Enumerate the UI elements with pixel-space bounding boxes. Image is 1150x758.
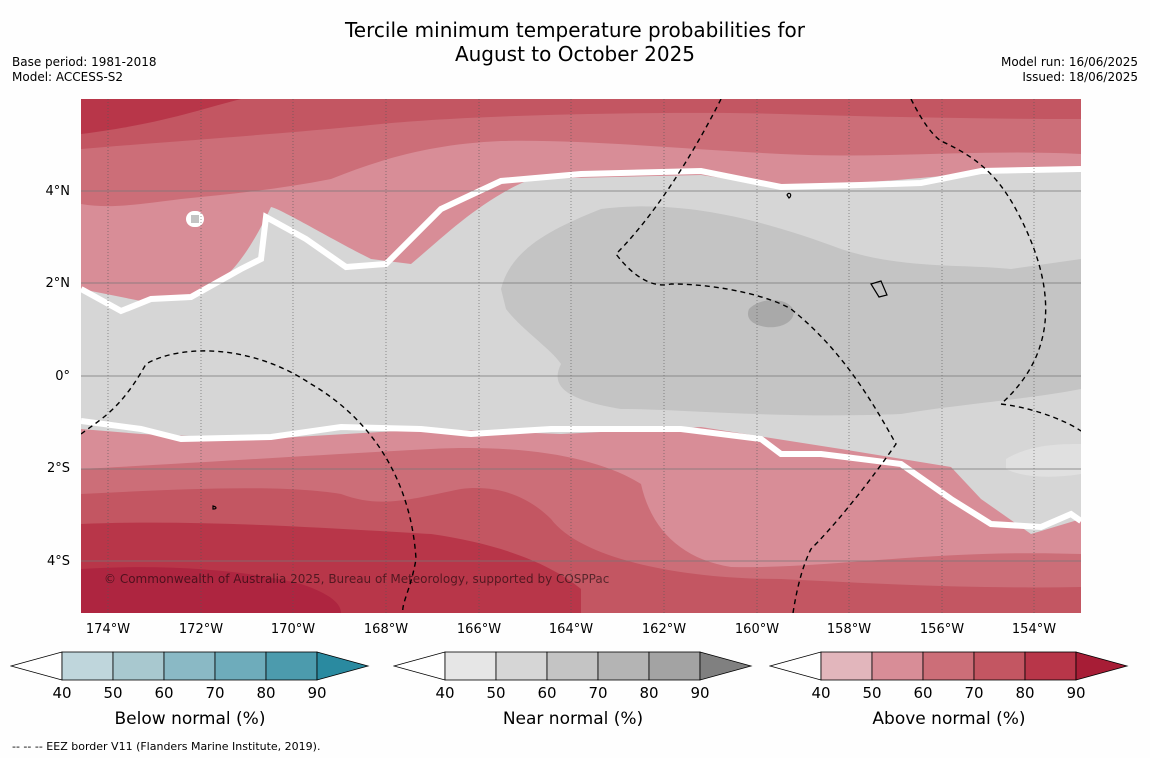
cb-tick: 70 <box>588 684 608 702</box>
cb-tick: 70 <box>205 684 225 702</box>
lat-label: 2°N <box>45 276 71 291</box>
near-normal-60-region <box>747 300 794 328</box>
copyright-notice: © Commonwealth of Australia 2025, Bureau… <box>104 572 610 586</box>
lon-label: 154°W <box>1011 622 1057 637</box>
lat-label: 4°S <box>46 554 70 569</box>
lat-label: 4°N <box>45 184 71 199</box>
cb-tick: 80 <box>639 684 659 702</box>
colorbar-near-normal <box>393 651 753 681</box>
lat-label: 0° <box>55 369 70 384</box>
cb-tick: 50 <box>862 684 882 702</box>
eez-borders <box>81 99 1081 613</box>
lon-label: 156°W <box>919 622 965 637</box>
near-normal-lower-right <box>1006 444 1081 477</box>
near-normal-title: Near normal (%) <box>502 709 644 729</box>
cb-tick: 80 <box>1015 684 1035 702</box>
eez-footnote: -- -- -- EEZ border V11 (Flanders Marine… <box>12 740 321 753</box>
model-name: Model: ACCESS-S2 <box>12 70 124 84</box>
lat-gridlines <box>81 190 1081 562</box>
cb-tick: 40 <box>52 684 72 702</box>
above-north-80 <box>81 99 241 134</box>
above-normal-title: Above normal (%) <box>872 709 1026 729</box>
above-south-90 <box>81 567 341 613</box>
lon-label: 166°W <box>456 622 502 637</box>
cb-tick: 60 <box>913 684 933 702</box>
below-normal-title: Below normal (%) <box>114 709 266 729</box>
lon-label: 162°W <box>641 622 687 637</box>
above-north-70 <box>81 99 1081 149</box>
map-title: Tercile minimum temperature probabilitie… <box>0 18 1150 66</box>
cb-tick: 40 <box>811 684 831 702</box>
title-line-2: August to October 2025 <box>454 42 696 66</box>
map-plot <box>81 99 1081 613</box>
model-run: Model run: 16/06/2025 <box>1000 55 1138 69</box>
cb-tick: 50 <box>103 684 123 702</box>
cb-tick: 90 <box>1066 684 1086 702</box>
colorbar-above-normal <box>769 651 1129 681</box>
cb-tick: 90 <box>690 684 710 702</box>
cb-tick: 90 <box>307 684 327 702</box>
southern-boundary <box>81 418 1081 531</box>
lon-label: 160°W <box>734 622 780 637</box>
island-outlines <box>212 192 888 510</box>
lon-label: 170°W <box>270 622 316 637</box>
meta-right: Model run: 16/06/2025 Issued: 18/06/2025 <box>1001 55 1138 85</box>
cb-tick: 40 <box>435 684 455 702</box>
cb-tick: 60 <box>537 684 557 702</box>
colorbar-below-normal <box>10 651 370 681</box>
cb-tick: 80 <box>256 684 276 702</box>
lon-label: 164°W <box>548 622 594 637</box>
cb-tick: 50 <box>486 684 506 702</box>
lon-label: 168°W <box>363 622 409 637</box>
base-period: Base period: 1981-2018 <box>12 55 157 69</box>
lon-label: 172°W <box>178 622 224 637</box>
issued-date: Issued: 18/06/2025 <box>1022 70 1138 84</box>
meta-left: Base period: 1981-2018 Model: ACCESS-S2 <box>12 55 157 85</box>
title-line-1: Tercile minimum temperature probabilitie… <box>344 18 806 42</box>
lon-label: 158°W <box>826 622 872 637</box>
cb-tick: 70 <box>964 684 984 702</box>
lat-label: 2°S <box>46 461 70 476</box>
island-marker-inner <box>191 215 199 223</box>
cb-tick: 60 <box>154 684 174 702</box>
lon-label: 174°W <box>85 622 131 637</box>
